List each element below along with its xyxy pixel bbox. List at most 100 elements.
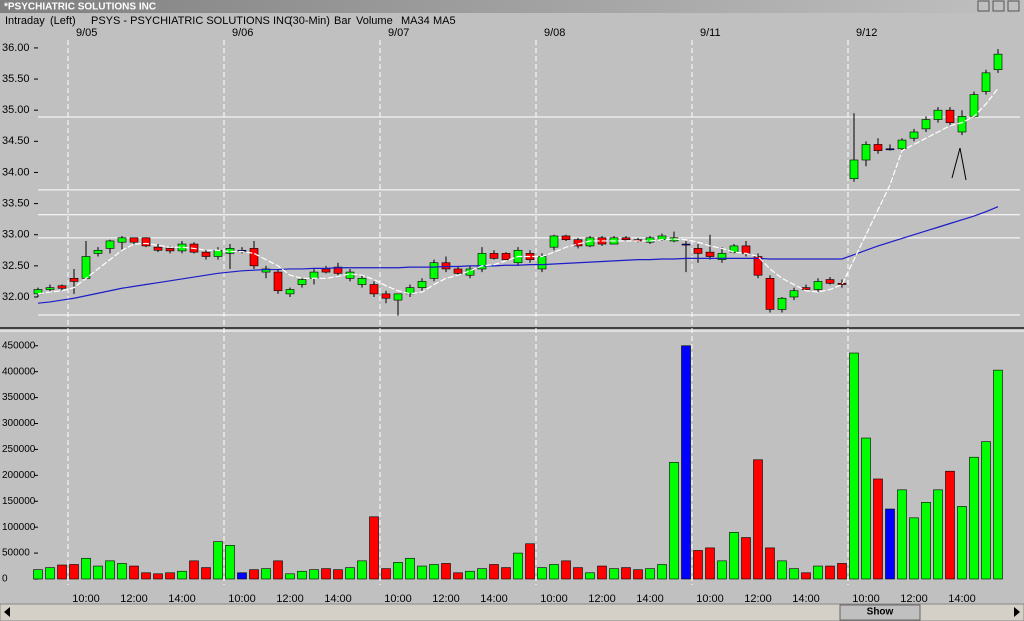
day-label: 9/06	[232, 27, 253, 39]
candle-body	[81, 256, 91, 279]
volume-bar	[249, 569, 259, 580]
volume-bar	[885, 508, 895, 580]
scroll-button-label[interactable]: Show	[867, 607, 894, 618]
close-button[interactable]	[1007, 0, 1020, 12]
candle-body	[501, 253, 511, 260]
volume-bar	[645, 568, 655, 580]
y-tick-label: 34.50	[2, 135, 30, 147]
candle-body	[825, 279, 835, 284]
volume-bar	[657, 564, 667, 580]
volume-bar	[957, 506, 967, 580]
volume-bar	[477, 568, 487, 580]
maximize-button[interactable]	[992, 0, 1005, 12]
volume-bar	[381, 568, 391, 580]
legend-entry: MA5	[433, 15, 456, 27]
header-item: Intraday	[5, 15, 45, 27]
volume-bar	[537, 567, 547, 580]
x-tick-label: 14:00	[636, 593, 664, 605]
header-item: PSYS - PSYCHIATRIC SOLUTIONS INC	[91, 15, 292, 27]
volume-bar	[837, 563, 847, 580]
day-label: 9/07	[388, 27, 409, 39]
volume-bar	[789, 568, 799, 580]
candle-body	[945, 109, 955, 123]
candle-body	[957, 116, 967, 133]
volume-bar	[561, 560, 571, 580]
candle-body	[45, 287, 55, 290]
candle-body	[297, 279, 307, 285]
candle-body	[897, 139, 907, 150]
candle-body	[381, 293, 391, 299]
candle-body	[261, 268, 271, 273]
volume-bar	[213, 541, 223, 580]
volume-bar	[369, 516, 379, 580]
volume-bar	[225, 545, 235, 580]
candle-body	[309, 271, 319, 279]
volume-bar	[801, 572, 811, 580]
candle-body	[129, 237, 139, 243]
header-item: Bar	[334, 15, 351, 27]
volume-bar	[741, 537, 751, 580]
volume-bar	[57, 564, 67, 580]
volume-bar	[177, 570, 187, 580]
candle-body	[213, 249, 223, 257]
volume-bar	[333, 569, 343, 580]
candle-body	[993, 53, 1003, 71]
x-tick-label: 14:00	[480, 593, 508, 605]
scroll-right-arrow[interactable]	[1014, 607, 1020, 617]
volume-bar	[93, 565, 103, 580]
volume-bar	[465, 570, 475, 580]
minimize-button[interactable]	[977, 0, 990, 12]
day-label: 9/12	[856, 27, 877, 39]
y-tick-label: 36.00	[2, 42, 30, 54]
volume-bar	[693, 550, 703, 580]
y-tick-label: 400000	[2, 366, 36, 377]
candle-body	[441, 262, 451, 270]
y-tick-label: 34.00	[2, 166, 30, 178]
volume-bar	[993, 369, 1003, 580]
x-tick-label: 12:00	[120, 593, 148, 605]
volume-bar	[105, 560, 115, 580]
y-tick-label: 50000	[2, 548, 30, 559]
volume-bar	[813, 565, 823, 580]
volume-bar	[501, 567, 511, 580]
candle-body	[285, 289, 295, 295]
candle-body	[885, 148, 895, 151]
candle-body	[321, 268, 331, 273]
volume-bar	[417, 565, 427, 580]
candle-body	[813, 281, 823, 290]
candle-body	[933, 109, 943, 120]
candle-body	[141, 237, 151, 247]
scroll-thumb[interactable]	[839, 604, 921, 621]
candle-body	[93, 249, 103, 254]
volume-bar	[429, 564, 439, 580]
x-tick-label: 12:00	[900, 593, 928, 605]
scrollbar[interactable]	[0, 603, 1024, 621]
candle-body	[57, 285, 67, 289]
volume-bar	[969, 456, 979, 580]
volume-bar	[285, 573, 295, 580]
volume-bar	[273, 560, 283, 580]
scroll-left-arrow[interactable]	[4, 607, 10, 617]
volume-bar	[981, 441, 991, 580]
candle-body	[333, 266, 343, 274]
volume-bar	[549, 564, 559, 580]
volume-bar	[825, 565, 835, 580]
x-tick-label: 12:00	[432, 593, 460, 605]
volume-bar	[573, 567, 583, 580]
volume-bar	[717, 560, 727, 580]
volume-bar	[753, 459, 763, 580]
legend-entry: MA34	[401, 15, 430, 27]
y-tick-label: 250000	[2, 444, 36, 455]
candle-body	[489, 253, 499, 259]
volume-bar	[777, 560, 787, 580]
y-tick-label: 150000	[2, 496, 36, 507]
candle-body	[405, 287, 415, 295]
header-item: (30-Min)	[289, 15, 330, 27]
moving-average-line	[37, 206, 999, 304]
annotation-drawing	[951, 147, 967, 181]
candle-body	[765, 278, 775, 310]
y-tick-label: 100000	[2, 522, 36, 533]
volume-bar	[513, 552, 523, 580]
volume-bar	[261, 568, 271, 580]
candle-body	[345, 271, 355, 279]
